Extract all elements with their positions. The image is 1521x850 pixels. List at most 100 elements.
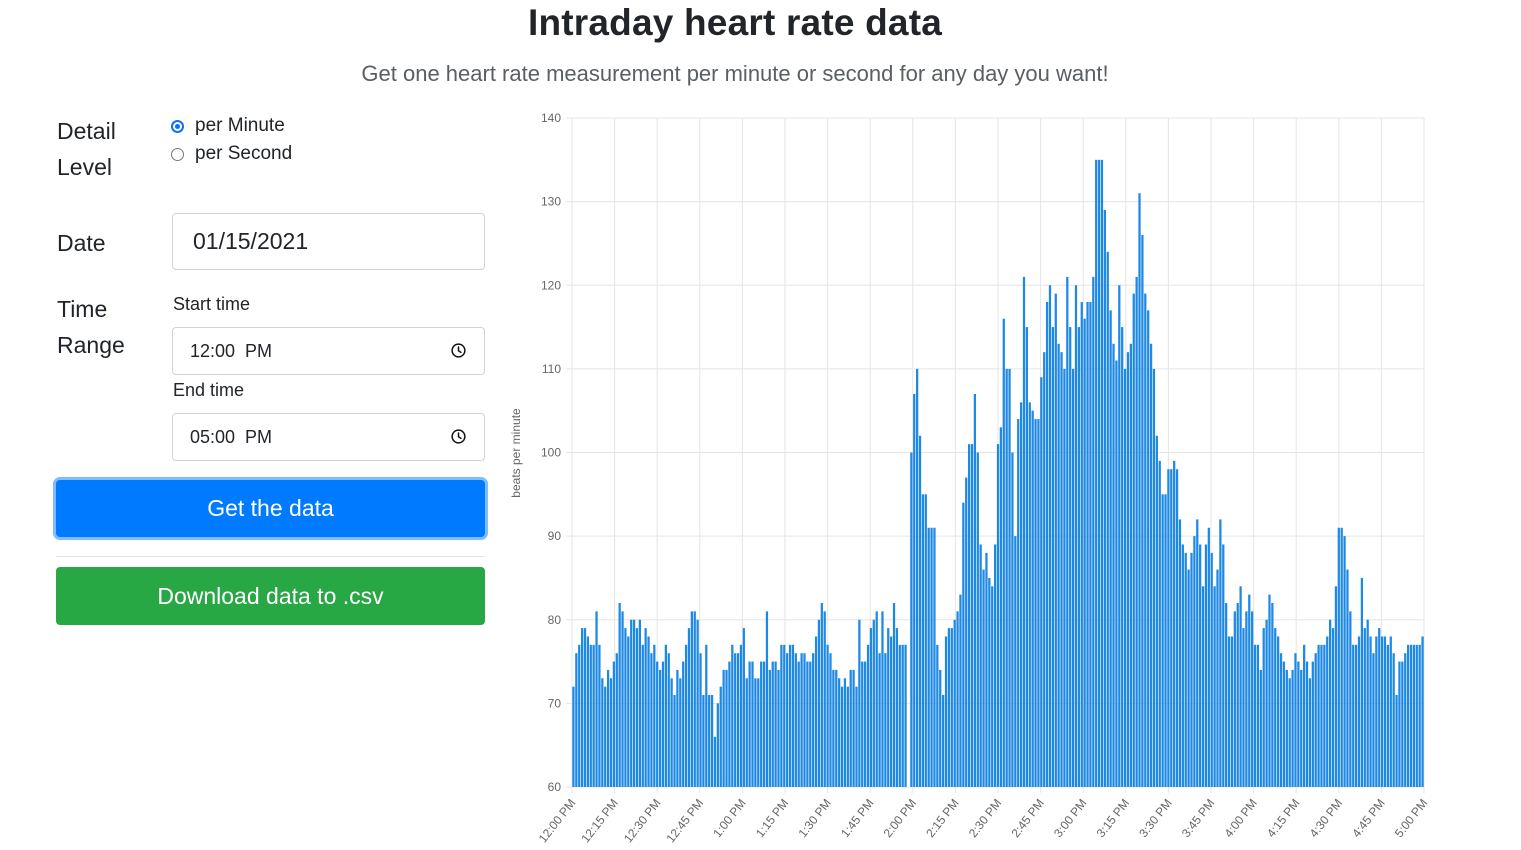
start-time-value: 12:00 PM (190, 340, 273, 361)
radio-per-second-indicator[interactable] (171, 147, 184, 161)
bar (872, 619, 875, 787)
x-tick-label: 2:45 PM (1008, 796, 1047, 840)
bar (1152, 368, 1156, 788)
bar (1017, 419, 1020, 787)
bar (838, 678, 841, 787)
time-range-label-line2: Range (57, 332, 125, 358)
bar (1409, 644, 1413, 787)
page-subtitle: Get one heart rate measurement per minut… (361, 61, 1109, 86)
radio-per-minute[interactable]: per Minute (171, 115, 285, 137)
bar (676, 669, 679, 787)
bar (736, 653, 740, 787)
bar (1323, 644, 1326, 787)
bar (973, 393, 977, 787)
chart-bars (572, 159, 1424, 788)
radio-per-minute-indicator[interactable] (171, 119, 184, 133)
bar (965, 477, 968, 787)
bar (679, 678, 682, 787)
bar (1383, 636, 1387, 787)
detail-level-label-line2: Level (57, 154, 112, 180)
bar (1303, 644, 1306, 787)
bar (1412, 644, 1416, 787)
bar (1213, 586, 1216, 787)
bar (572, 686, 575, 787)
bar (861, 661, 864, 787)
bar (942, 695, 945, 787)
x-tick-label: 3:30 PM (1136, 796, 1175, 840)
bar (1066, 276, 1069, 787)
y-tick-label: 70 (548, 696, 562, 710)
bar (754, 678, 757, 787)
bar (696, 619, 699, 787)
bar (823, 611, 826, 787)
clock-icon[interactable] (451, 343, 466, 358)
bar (606, 669, 610, 787)
bar (967, 444, 971, 787)
start-time-input[interactable]: 12:00 PM (172, 327, 485, 375)
bar (1406, 644, 1410, 787)
bar (840, 686, 844, 787)
clock-icon[interactable] (451, 429, 466, 444)
bar (1268, 594, 1271, 787)
bar (1256, 644, 1260, 787)
bar (1355, 644, 1358, 787)
bar (777, 669, 780, 787)
bar (693, 611, 696, 787)
bar (1204, 544, 1208, 787)
bar (1022, 276, 1026, 787)
bar (1184, 552, 1187, 787)
bar (1233, 611, 1236, 787)
bar (1216, 569, 1219, 787)
bar (618, 603, 621, 787)
bar (800, 653, 803, 787)
bar (595, 611, 598, 787)
bar (864, 661, 867, 787)
end-time-input[interactable]: 05:00 PM (172, 413, 485, 461)
bar (1069, 327, 1072, 787)
download-csv-button[interactable]: Download data to .csv (56, 567, 485, 625)
bar (820, 603, 823, 787)
date-input[interactable]: 01/15/2021 (172, 213, 485, 270)
bar (1294, 653, 1297, 787)
bar (1207, 527, 1210, 787)
bar (1014, 536, 1017, 788)
bar (1112, 343, 1115, 787)
radio-per-second[interactable]: per Second (171, 143, 292, 165)
bar (1271, 603, 1274, 787)
bar (786, 653, 789, 787)
bar (832, 669, 835, 787)
bar (1175, 469, 1179, 787)
bar (670, 678, 673, 787)
bar (641, 644, 644, 787)
bar (632, 619, 636, 787)
bar (765, 611, 769, 787)
bar (1097, 159, 1101, 787)
bar (604, 686, 607, 787)
bar (947, 628, 951, 787)
bar (1196, 519, 1199, 787)
bar (760, 661, 763, 787)
bar (1019, 402, 1023, 787)
bar (1251, 611, 1254, 787)
bar (1158, 460, 1161, 787)
bar (1054, 293, 1057, 787)
bar (1123, 368, 1127, 788)
bar (898, 644, 901, 787)
get-data-button[interactable]: Get the data (56, 480, 485, 537)
bar (1115, 360, 1118, 787)
y-tick-label: 110 (542, 362, 561, 376)
bar (1245, 611, 1248, 787)
bar (878, 653, 881, 787)
bar (1008, 368, 1011, 788)
bar (1363, 628, 1366, 787)
bar (713, 736, 717, 787)
bar (690, 611, 693, 787)
bar (667, 653, 670, 787)
bar (1173, 460, 1176, 787)
bar (1132, 293, 1135, 787)
bar (985, 552, 988, 787)
end-time-label: End time (173, 380, 245, 400)
bar (719, 686, 722, 787)
bar (1167, 469, 1170, 787)
bar (661, 661, 665, 787)
